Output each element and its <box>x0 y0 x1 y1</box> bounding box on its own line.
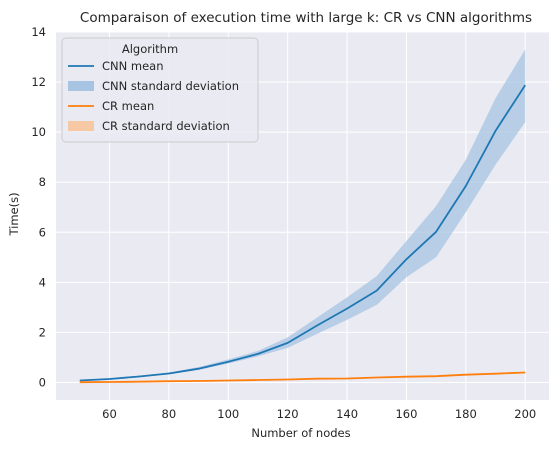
chart-title: Comparaison of execution time with large… <box>80 10 532 26</box>
legend-title: Algorithm <box>122 42 178 56</box>
legend-entry-label: CNN standard deviation <box>102 79 239 93</box>
y-tick-label: 12 <box>31 75 46 89</box>
x-tick-label: 120 <box>277 407 299 421</box>
legend-entry-label: CNN mean <box>102 59 164 73</box>
x-tick-label: 100 <box>217 407 239 421</box>
x-tick-label: 200 <box>514 407 536 421</box>
x-tick-label: 140 <box>336 407 358 421</box>
y-tick-label: 4 <box>39 275 46 289</box>
legend: Algorithm CNN mean CNN standard deviation C… <box>61 37 259 143</box>
x-tick-label: 80 <box>162 407 177 421</box>
x-axis-label: Number of nodes <box>251 426 350 440</box>
y-tick-label: 8 <box>39 175 46 189</box>
y-tick-labels: 0 2 4 6 8 10 12 14 <box>31 25 46 389</box>
y-tick-label: 6 <box>39 225 46 239</box>
legend-entry-label: CR mean <box>102 99 154 113</box>
y-tick-label: 10 <box>31 125 46 139</box>
legend-box <box>61 37 259 143</box>
y-tick-label: 2 <box>39 325 46 339</box>
std-band-series-0 <box>79 49 526 381</box>
y-tick-label: 0 <box>39 375 46 389</box>
x-tick-label: 160 <box>395 407 417 421</box>
mean-line-series-1 <box>79 371 526 384</box>
std-bands <box>79 49 526 383</box>
y-axis-label: Time(s) <box>7 192 21 236</box>
x-tick-label: 60 <box>102 407 117 421</box>
x-tick-labels: 60 80 100 120 140 160 180 200 <box>102 407 536 421</box>
mean-line-series-0 <box>79 84 526 382</box>
x-tick-label: 180 <box>455 407 477 421</box>
legend-patch-swatch <box>68 81 94 91</box>
series-lines <box>79 84 526 384</box>
legend-patch-swatch <box>68 121 94 131</box>
legend-entry-label: CR standard deviation <box>102 119 230 133</box>
gridlines <box>56 31 549 400</box>
y-tick-label: 14 <box>31 25 46 39</box>
